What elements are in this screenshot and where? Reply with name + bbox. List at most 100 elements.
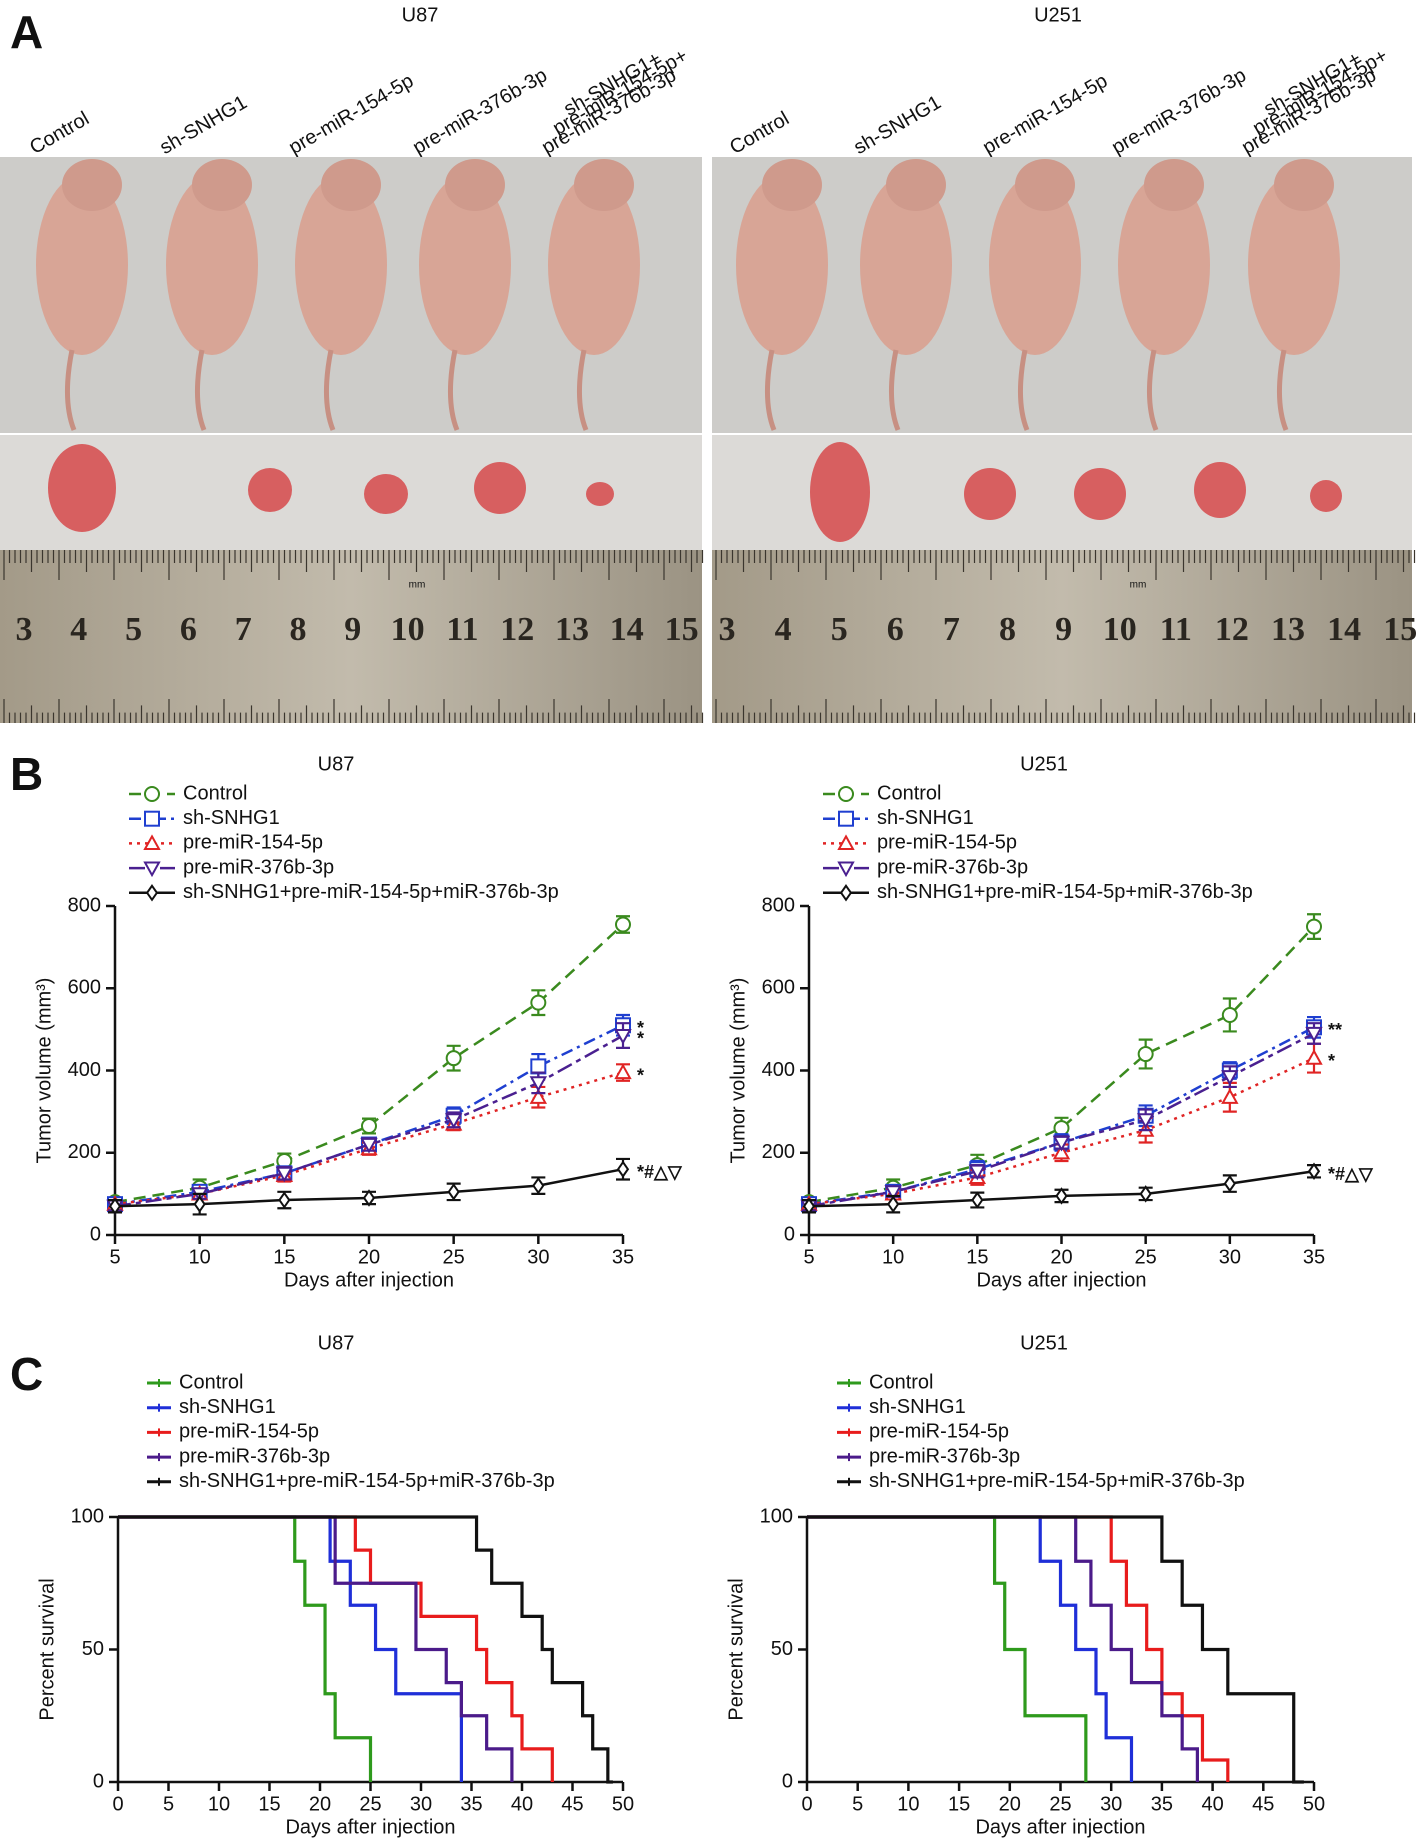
significance-label: * xyxy=(637,1065,644,1085)
legend-marker xyxy=(144,810,160,827)
tumor xyxy=(48,444,116,532)
legend-label: pre-miR-376b-3p xyxy=(877,856,1028,878)
x-tick-label: 35 xyxy=(1303,1246,1325,1268)
marker xyxy=(971,1191,984,1209)
legend-label: Control xyxy=(877,782,941,804)
legend-label: pre-miR-154-5p xyxy=(179,1421,319,1443)
significance-label: ** xyxy=(1328,1020,1342,1040)
marker xyxy=(1053,1120,1070,1137)
legend-label: pre-miR-376b-3p xyxy=(869,1445,1020,1467)
survival-curve xyxy=(118,1515,554,1782)
y-tick-label: 50 xyxy=(82,1638,104,1660)
x-tick-label: 30 xyxy=(1219,1246,1241,1268)
marker xyxy=(275,1166,294,1183)
tumor xyxy=(474,462,526,514)
mouse-body xyxy=(548,175,640,355)
x-tick-label: 35 xyxy=(612,1246,634,1268)
legend-marker xyxy=(839,884,853,902)
legend-label: pre-miR-154-5p xyxy=(877,832,1017,854)
tumor xyxy=(1310,480,1342,512)
y-tick-label: 0 xyxy=(782,1770,793,1792)
legend-label: pre-miR-376b-3p xyxy=(183,856,334,878)
marker xyxy=(1307,1162,1321,1181)
chart-title: U87 xyxy=(318,1332,355,1354)
x-tick-label: 30 xyxy=(410,1793,432,1815)
ruler-label: 4 xyxy=(775,611,792,648)
x-tick-label: 25 xyxy=(1049,1793,1071,1815)
legend-label: pre-miR-376b-3p xyxy=(179,1445,330,1467)
ruler xyxy=(712,550,1412,723)
ruler-unit: mm xyxy=(1130,580,1147,591)
x-axis-label: Days after injection xyxy=(975,1816,1145,1838)
marker xyxy=(108,1197,122,1215)
tumor xyxy=(964,468,1016,520)
tumor xyxy=(248,468,292,512)
y-tick-label: 400 xyxy=(68,1059,101,1081)
legend-label: pre-miR-154-5p xyxy=(183,832,323,854)
significance-label: * xyxy=(1328,1051,1335,1071)
survival-curve xyxy=(118,1515,463,1782)
ruler-label: 10 xyxy=(1103,611,1137,648)
mouse-head xyxy=(445,159,505,211)
ruler-label: 15 xyxy=(665,611,699,648)
x-tick-label: 15 xyxy=(273,1246,295,1268)
survival-curve xyxy=(807,1515,1134,1782)
ruler-label: 4 xyxy=(70,611,87,648)
mouse-tail xyxy=(448,349,460,431)
ruler-label: 15 xyxy=(1383,611,1417,648)
ruler-unit: mm xyxy=(409,580,426,591)
ruler-label: 14 xyxy=(610,611,644,648)
marker xyxy=(1052,1143,1071,1160)
mouse-body xyxy=(736,175,828,355)
y-tick-label: 0 xyxy=(784,1223,795,1245)
y-axis-label: Tumor volume (mm³) xyxy=(727,978,749,1164)
ruler-label: 8 xyxy=(290,611,307,648)
marker xyxy=(614,1028,632,1045)
photo-title: U251 xyxy=(1034,4,1082,26)
mouse-head xyxy=(192,159,252,211)
marker xyxy=(884,1185,902,1201)
x-tick-label: 30 xyxy=(527,1246,549,1268)
mouse-body xyxy=(989,175,1081,355)
x-axis-label: Days after injection xyxy=(285,1816,455,1838)
marker xyxy=(1052,1135,1071,1152)
mouse-tail xyxy=(765,349,777,431)
x-tick-label: 15 xyxy=(258,1793,280,1815)
ruler-label: 7 xyxy=(943,611,960,648)
legend-label: Control xyxy=(183,782,247,804)
x-tick-label: 0 xyxy=(112,1793,123,1815)
legend-label: sh-SNHG1+pre-miR-154-5p+miR-376b-3p xyxy=(183,881,559,903)
ruler-label: 3 xyxy=(719,611,736,648)
mouse-head xyxy=(1274,159,1334,211)
marker xyxy=(530,1058,547,1075)
ruler-label: 11 xyxy=(446,611,478,648)
marker xyxy=(532,1176,545,1195)
legend-label: sh-SNHG1+pre-miR-154-5p+miR-376b-3p xyxy=(179,1470,555,1492)
legend-label: sh-SNHG1 xyxy=(877,807,974,829)
marker xyxy=(968,1164,987,1181)
legend-label: sh-SNHG1 xyxy=(869,1396,966,1418)
legend-label: sh-SNHG1 xyxy=(183,807,280,829)
y-tick-label: 200 xyxy=(68,1141,101,1163)
marker xyxy=(447,1183,460,1201)
marker xyxy=(1137,1046,1154,1063)
ruler-label: 3 xyxy=(16,611,33,648)
marker xyxy=(614,1063,632,1080)
marker xyxy=(444,1113,463,1129)
ruler-label: 8 xyxy=(999,611,1016,648)
tumor xyxy=(810,442,870,542)
tumor xyxy=(1194,462,1246,518)
mouse-tail xyxy=(195,349,207,431)
mouse-body xyxy=(419,175,511,355)
x-tick-label: 40 xyxy=(511,1793,533,1815)
legend-label: sh-SNHG1 xyxy=(179,1396,276,1418)
marker xyxy=(1221,1070,1239,1086)
x-tick-label: 10 xyxy=(897,1793,919,1815)
ruler-label: 12 xyxy=(1215,611,1249,648)
x-tick-label: 35 xyxy=(1151,1793,1173,1815)
x-tick-label: 0 xyxy=(801,1793,812,1815)
mouse-tail xyxy=(1147,349,1159,431)
y-axis-label: Percent survival xyxy=(725,1578,747,1720)
marker xyxy=(1139,1185,1152,1203)
x-tick-label: 25 xyxy=(1135,1246,1157,1268)
